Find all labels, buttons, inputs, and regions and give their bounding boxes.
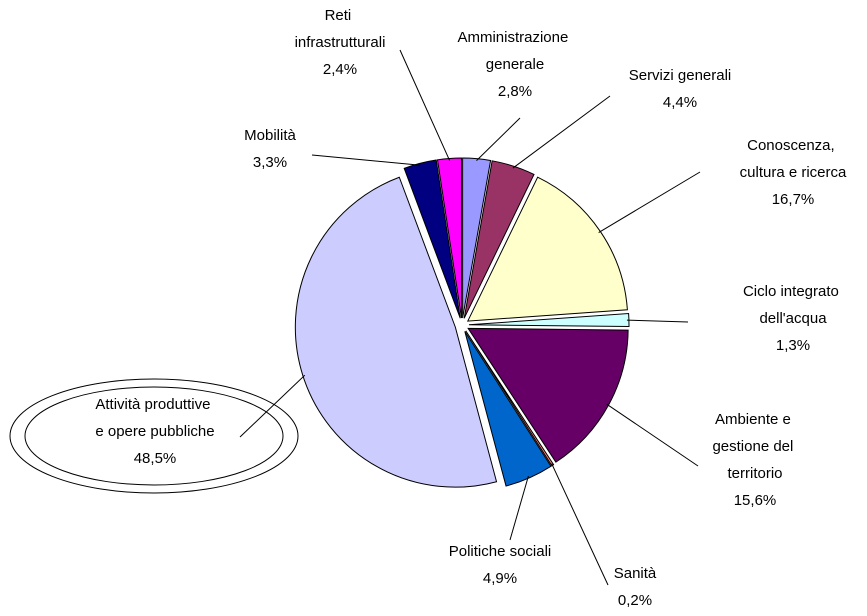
leader-line <box>626 319 689 323</box>
pie-slice <box>403 159 461 319</box>
leader-line <box>311 154 421 166</box>
slice-value-label: 0,2% <box>618 592 652 609</box>
slice-label: Sanità <box>614 565 657 582</box>
leader-line <box>239 374 306 438</box>
callout-outer-ring <box>9 378 299 494</box>
slice-value-label: 2,8% <box>498 83 532 100</box>
slice-label: Servizi generali <box>629 67 732 84</box>
slice-value-label: 48,5% <box>134 450 177 467</box>
slice-label: Mobilità <box>244 127 296 144</box>
slice-label: Politiche sociali <box>449 543 552 560</box>
pie-slice <box>436 157 462 319</box>
pie-slice <box>463 160 535 319</box>
slice-label: Ambiente e gestione del territorio <box>712 411 797 482</box>
leader-line <box>509 475 529 541</box>
leader-line <box>476 117 521 161</box>
slice-label: Attività produttive e opere pubbliche <box>95 396 214 440</box>
slice-value-label: 4,9% <box>483 570 517 587</box>
leader-line <box>606 403 699 467</box>
slice-value-label: 3,3% <box>253 154 287 171</box>
slice-value-label: 4,4% <box>663 94 697 111</box>
slice-value-label: 15,6% <box>734 492 777 509</box>
slice-value-label: 16,7% <box>772 191 815 208</box>
leader-line <box>512 95 611 169</box>
slice-value-label: 2,4% <box>323 61 357 78</box>
slice-label: Reti infrastrutturali <box>295 7 386 51</box>
leader-line <box>551 463 609 586</box>
pie-slice <box>294 176 498 488</box>
callout-inner-ring <box>24 386 284 486</box>
pie-slice <box>464 331 552 487</box>
leader-line <box>399 49 451 161</box>
slice-label: Ciclo integrato dell'acqua <box>743 283 843 327</box>
pie-slice <box>462 157 492 319</box>
leader-line <box>598 171 701 233</box>
slice-label: Conoscenza, cultura e ricerca <box>740 137 847 181</box>
slice-label: Amministrazione generale <box>457 29 572 73</box>
slice-value-label: 1,3% <box>776 337 810 354</box>
